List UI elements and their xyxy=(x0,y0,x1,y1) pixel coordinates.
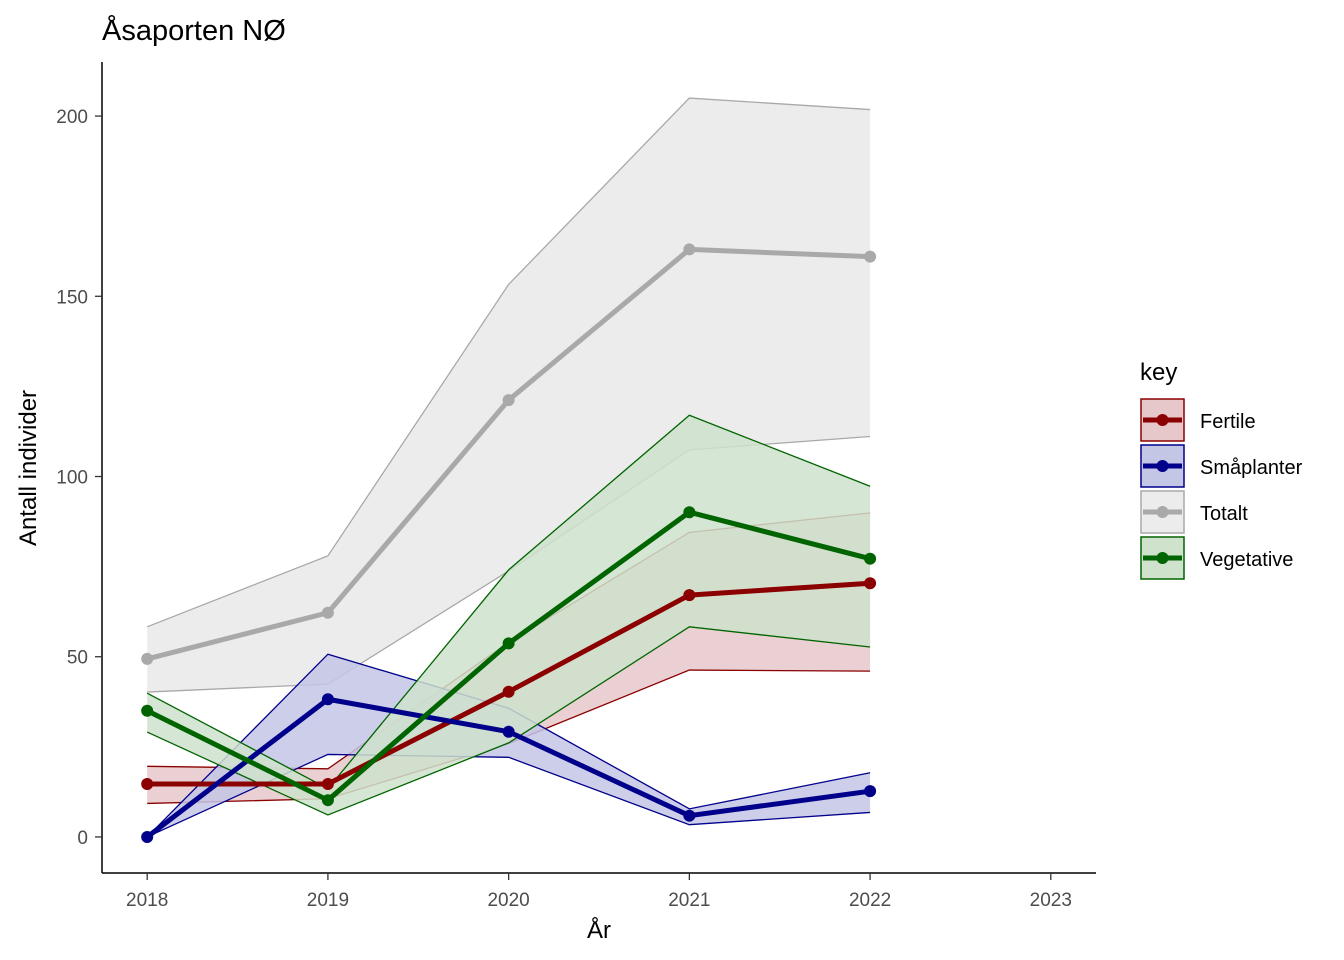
legend-point-totalt xyxy=(1156,506,1169,518)
point-vegetative-2019 xyxy=(321,794,334,807)
x-tick-label: 2018 xyxy=(126,890,168,911)
point-smaplanter-2022 xyxy=(864,785,877,798)
point-vegetative-2021 xyxy=(683,506,696,519)
point-smaplanter-2020 xyxy=(502,725,515,738)
point-vegetative-2022 xyxy=(864,552,877,565)
point-totalt-2022 xyxy=(864,250,877,263)
band-upper-totalt xyxy=(146,97,871,628)
point-fertile-2021 xyxy=(683,589,696,602)
point-smaplanter-2019 xyxy=(321,693,334,706)
point-vegetative-2020 xyxy=(502,637,515,650)
x-tick-label: 2021 xyxy=(668,890,710,911)
x-axis-title: År xyxy=(587,916,611,944)
legend-title: key xyxy=(1140,359,1177,386)
legend-point-fertile xyxy=(1156,414,1169,426)
point-smaplanter-2021 xyxy=(683,809,696,822)
legend-label-fertile: Fertile xyxy=(1200,411,1256,433)
point-totalt-2019 xyxy=(321,606,334,619)
y-tick-label: 200 xyxy=(56,107,88,128)
legend-point-smaplanter xyxy=(1156,460,1169,472)
axes xyxy=(101,62,1096,874)
x-axis-ticks: 2018 2019 2020 2021 2022 2023 xyxy=(126,873,1072,911)
point-totalt-2021 xyxy=(683,243,696,256)
legend-point-vegetative xyxy=(1156,552,1169,564)
legend-label-totalt: Totalt xyxy=(1200,503,1248,525)
band-upper-vegetative xyxy=(146,414,871,790)
point-fertile-2019 xyxy=(321,777,334,790)
chart-title: Åsaporten NØ xyxy=(102,14,286,47)
point-fertile-2018 xyxy=(141,777,154,790)
series-points xyxy=(141,243,877,843)
y-tick-label: 100 xyxy=(56,468,88,489)
legend-label-vegetative: Vegetative xyxy=(1200,549,1293,571)
legend: key Fertile Småplanter Totalt Vegetative xyxy=(1140,359,1303,580)
y-axis-ticks: 0 50 100 150 200 xyxy=(56,107,102,849)
y-tick-label: 0 xyxy=(77,828,88,849)
x-tick-label: 2023 xyxy=(1030,890,1072,911)
y-tick-label: 150 xyxy=(56,287,88,308)
point-totalt-2020 xyxy=(502,394,515,407)
point-fertile-2020 xyxy=(502,685,515,698)
legend-label-smaplanter: Småplanter xyxy=(1200,457,1303,479)
point-smaplanter-2018 xyxy=(141,830,154,843)
point-fertile-2022 xyxy=(864,577,877,590)
x-tick-label: 2020 xyxy=(487,890,529,911)
x-tick-label: 2019 xyxy=(307,890,349,911)
band-lower-vegetative xyxy=(146,626,871,816)
y-axis-title: Antall individer xyxy=(15,390,42,546)
point-totalt-2018 xyxy=(141,652,154,665)
y-tick-label: 50 xyxy=(67,648,88,669)
point-vegetative-2018 xyxy=(141,704,154,717)
x-tick-label: 2022 xyxy=(849,890,891,911)
